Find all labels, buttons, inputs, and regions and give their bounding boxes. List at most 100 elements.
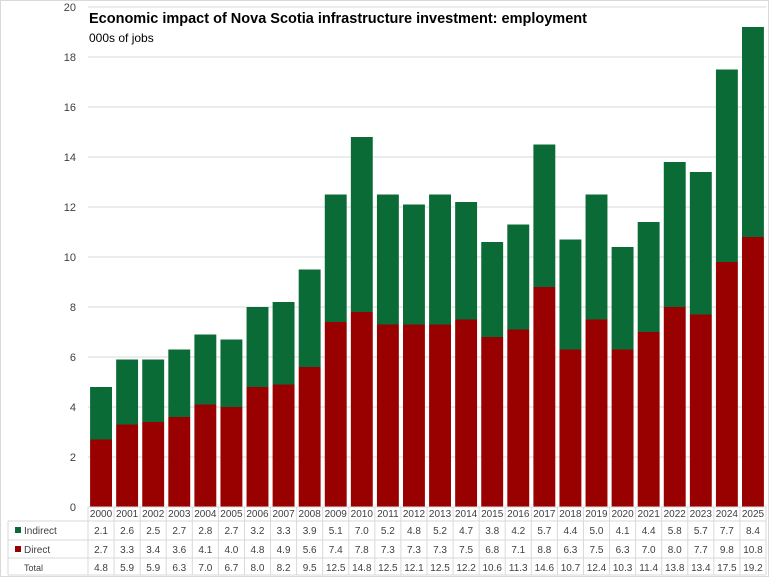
table-cell-total: 13.8 xyxy=(665,563,685,574)
table-cell-indirect: 3.9 xyxy=(303,526,317,537)
x-tick-label: 2010 xyxy=(351,509,374,520)
bar-direct-2017 xyxy=(533,287,556,507)
y-tick-label: 10 xyxy=(64,252,76,264)
bar-direct-2000 xyxy=(90,439,112,507)
bar-direct-2011 xyxy=(376,324,399,507)
bar-direct-2012 xyxy=(403,324,425,507)
legend-key-direct xyxy=(15,546,21,552)
table-cell-indirect: 2.1 xyxy=(94,526,108,537)
table-cell-indirect: 3.2 xyxy=(251,526,265,537)
x-tick-label: 2000 xyxy=(90,509,113,520)
x-tick-label: 2002 xyxy=(142,509,165,520)
bar-direct-2013 xyxy=(429,324,451,507)
table-cell-direct: 3.6 xyxy=(172,545,186,556)
table-cell-total: 14.6 xyxy=(535,563,555,574)
table-cell-total: 4.8 xyxy=(94,563,108,574)
table-cell-indirect: 4.4 xyxy=(563,526,577,537)
x-tick-label: 2001 xyxy=(116,509,139,520)
table-cell-direct: 7.1 xyxy=(511,545,525,556)
bar-indirect-2020 xyxy=(611,247,634,350)
y-tick-label: 4 xyxy=(70,402,76,414)
table-cell-direct: 6.3 xyxy=(616,545,630,556)
y-tick-label: 16 xyxy=(64,102,76,114)
x-tick-label: 2023 xyxy=(690,509,713,520)
bar-indirect-2001 xyxy=(116,359,139,425)
table-cell-indirect: 3.3 xyxy=(277,526,291,537)
table-cell-direct: 9.8 xyxy=(720,545,734,556)
bar-indirect-2017 xyxy=(533,144,556,287)
bar-indirect-2004 xyxy=(194,334,217,405)
x-tick-label: 2017 xyxy=(533,509,556,520)
table-cell-total: 12.5 xyxy=(430,563,450,574)
bar-indirect-2003 xyxy=(168,349,191,417)
table-cell-direct: 4.1 xyxy=(198,545,212,556)
bar-indirect-2011 xyxy=(376,194,399,325)
y-tick-label: 12 xyxy=(64,202,76,214)
table-cell-indirect: 2.7 xyxy=(172,526,186,537)
bar-indirect-2007 xyxy=(272,302,295,385)
bar-indirect-2023 xyxy=(689,172,712,315)
table-cell-direct: 4.8 xyxy=(251,545,265,556)
x-tick-label: 2009 xyxy=(325,509,348,520)
table-cell-indirect: 4.4 xyxy=(642,526,656,537)
table-cell-indirect: 7.7 xyxy=(720,526,734,537)
bar-direct-2005 xyxy=(220,407,243,507)
x-tick-label: 2018 xyxy=(559,509,582,520)
bar-indirect-2014 xyxy=(455,202,478,320)
table-cell-indirect: 2.5 xyxy=(146,526,160,537)
bar-indirect-2012 xyxy=(403,204,425,325)
x-tick-label: 2015 xyxy=(481,509,504,520)
x-tick-label: 2022 xyxy=(664,509,687,520)
table-cell-total: 9.5 xyxy=(303,563,317,574)
table-cell-direct: 7.8 xyxy=(355,545,369,556)
table-cell-indirect: 5.7 xyxy=(694,526,708,537)
bar-direct-2020 xyxy=(611,349,634,507)
table-cell-indirect: 5.1 xyxy=(329,526,343,537)
table-cell-direct: 8.0 xyxy=(668,545,682,556)
chart-title: Economic impact of Nova Scotia infrastru… xyxy=(89,11,587,27)
table-cell-direct: 3.4 xyxy=(146,545,160,556)
bar-direct-2008 xyxy=(298,367,321,507)
table-cell-total: 10.7 xyxy=(561,563,581,574)
bar-direct-2025 xyxy=(742,237,764,507)
bar-indirect-2000 xyxy=(90,387,112,440)
x-tick-label: 2024 xyxy=(716,509,739,520)
x-tick-label: 2019 xyxy=(585,509,608,520)
legend-label-indirect: Indirect xyxy=(24,526,57,537)
x-tick-label: 2005 xyxy=(220,509,243,520)
table-cell-direct: 6.3 xyxy=(563,545,577,556)
y-tick-label: 6 xyxy=(70,352,76,364)
bar-indirect-2016 xyxy=(507,224,530,330)
table-cell-total: 5.9 xyxy=(120,563,134,574)
table-cell-direct: 5.6 xyxy=(303,545,317,556)
x-tick-label: 2003 xyxy=(168,509,191,520)
x-tick-label: 2013 xyxy=(429,509,452,520)
table-cell-indirect: 5.2 xyxy=(433,526,447,537)
table-cell-total: 12.5 xyxy=(378,563,398,574)
x-tick-label: 2011 xyxy=(377,509,399,520)
table-cell-direct: 4.9 xyxy=(277,545,291,556)
table-cell-total: 12.1 xyxy=(404,563,424,574)
table-cell-total: 10.6 xyxy=(482,563,502,574)
x-tick-label: 2007 xyxy=(272,509,295,520)
legend-label-total: Total xyxy=(24,563,43,573)
table-cell-total: 7.0 xyxy=(198,563,212,574)
x-tick-label: 2025 xyxy=(742,509,765,520)
bar-direct-2002 xyxy=(142,422,165,507)
bar-indirect-2013 xyxy=(429,194,451,325)
table-cell-total: 6.7 xyxy=(224,563,238,574)
table-cell-direct: 4.0 xyxy=(224,545,238,556)
bar-direct-2009 xyxy=(324,322,347,507)
bar-direct-2007 xyxy=(272,384,295,507)
bar-direct-2018 xyxy=(559,349,582,507)
table-cell-total: 17.5 xyxy=(717,563,737,574)
y-tick-label: 14 xyxy=(64,152,76,164)
y-tick-label: 20 xyxy=(64,2,76,14)
table-cell-total: 5.9 xyxy=(146,563,160,574)
bar-indirect-2009 xyxy=(324,194,347,322)
bar-direct-2019 xyxy=(585,319,608,507)
table-cell-indirect: 5.7 xyxy=(537,526,551,537)
table-cell-direct: 7.5 xyxy=(459,545,473,556)
table-cell-direct: 6.8 xyxy=(485,545,499,556)
